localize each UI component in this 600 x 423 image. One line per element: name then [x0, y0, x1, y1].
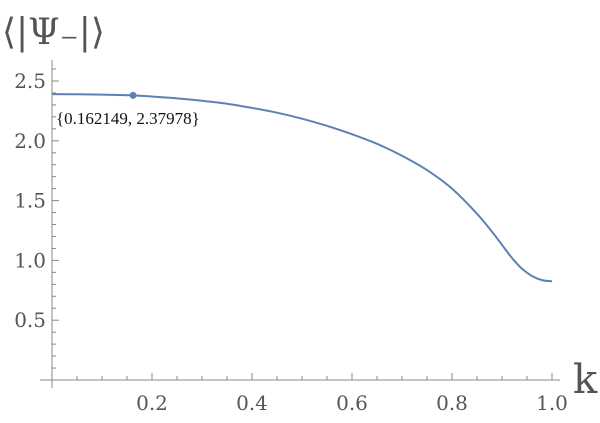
- y-tick-label: 1.5: [14, 189, 46, 213]
- x-tick-label: 0.2: [136, 391, 168, 415]
- y-tick-label: 1.0: [14, 248, 46, 272]
- point-annotation: {0.162149, 2.37978}: [56, 109, 200, 128]
- marked-point: [129, 91, 137, 99]
- y-axis-title: ⟨|Ψ₋|⟩: [2, 12, 105, 53]
- x-tick-label: 1.0: [536, 391, 568, 415]
- y-tick-label: 2.5: [14, 69, 46, 93]
- y-ticks: 0.5 1.0 1.5 2.0 2.5: [14, 68, 59, 369]
- x-tick-label: 0.6: [336, 391, 368, 415]
- x-ticks: 0.2 0.4 0.6 0.8 1.0: [76, 373, 568, 415]
- x-tick-label: 0.8: [436, 391, 468, 415]
- x-axis-title: k: [573, 357, 598, 403]
- y-tick-label: 0.5: [14, 308, 46, 332]
- series-line: [51, 93, 553, 283]
- y-tick-label: 2.0: [14, 129, 46, 153]
- x-tick-label: 0.4: [236, 391, 268, 415]
